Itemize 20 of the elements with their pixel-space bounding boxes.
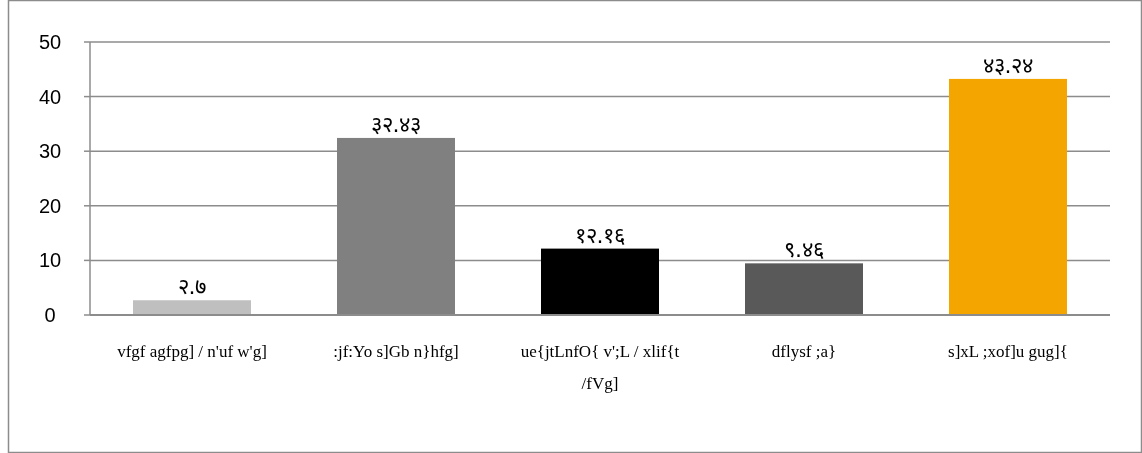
y-tick-label: 50 (38, 31, 62, 53)
y-tick-label: 20 (38, 194, 62, 217)
x-tick-label: s]xL ;xof]u gug]{ (948, 342, 1068, 361)
data-label: ९.४६ (784, 237, 824, 263)
data-label: ४३.२४ (982, 52, 1034, 78)
y-tick-label: 0 (44, 304, 56, 326)
x-tick-label: vfgf agfpg] / n'uf w'g] (117, 342, 267, 361)
bar (745, 263, 863, 315)
bar (949, 78, 1067, 315)
x-tick-label: dflysf ;a} (771, 342, 837, 361)
x-tick-label: :jf:Yo s]Gb n}hfg] (333, 342, 459, 361)
y-tick-label: 40 (38, 85, 62, 108)
bar (541, 248, 659, 315)
y-tick-label: 10 (38, 249, 62, 272)
data-label: १२.१६ (574, 222, 626, 248)
bar (133, 300, 251, 315)
y-tick-label: 30 (38, 140, 62, 163)
x-tick-label: ue{jtLnfO{ v';L / xlif{t /fVg] (520, 342, 680, 393)
data-label: ३२.४३ (370, 111, 422, 137)
data-label: २.७ (177, 274, 207, 300)
